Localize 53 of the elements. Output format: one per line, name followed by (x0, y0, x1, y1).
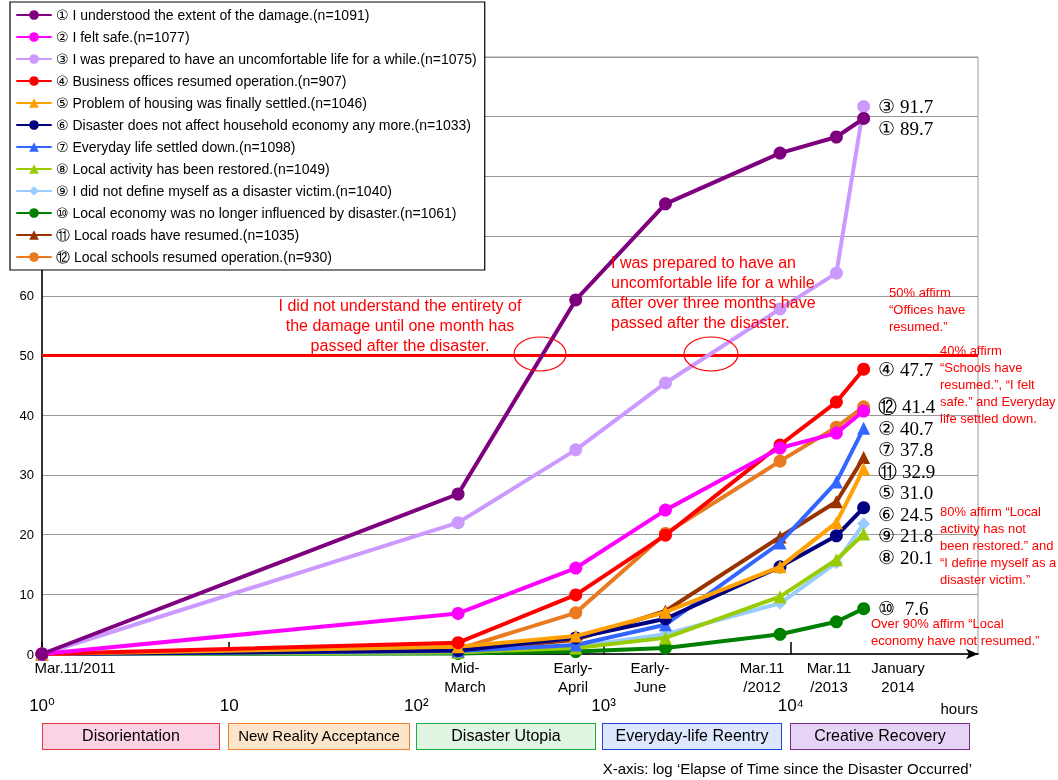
legend-label: ③ I was prepared to have an uncomfortable life for a while.(n=1075) (56, 51, 477, 67)
x-tick-label: 10 (219, 696, 239, 715)
x-tick-label: 10³ (591, 696, 617, 715)
x-tick-label: 10⁴ (777, 696, 804, 715)
annotation: I was prepared to have an uncomfortable life for a while after over three months have passed after the disaster. (611, 253, 817, 333)
annotation: I did not understand the entirety of the damage until one month has passed after the disaster. (277, 296, 523, 356)
legend-label: ② I felt safe.(n=1077) (56, 29, 190, 45)
legend-label: ⑨ I did not define myself as a disaster victim.(n=1040) (56, 183, 392, 199)
data-label: ⑨ 21.8 (878, 525, 934, 547)
legend-label: ⑧ Local activity has been restored.(n=1049) (56, 161, 330, 177)
x-axis-title: hours (940, 700, 978, 717)
text: Mar.11/2011 (34, 659, 116, 676)
y-tick-label: 30 (19, 467, 34, 483)
legend-label: ⑥ Disaster does not affect household economy any more.(n=1033) (56, 117, 472, 133)
y-tick-label: 20 (19, 527, 34, 543)
data-label: ⑪ 32.9 (878, 460, 936, 482)
data-label: ⑧ 20.1 (878, 546, 934, 568)
text: Early- June (629, 658, 671, 696)
text: January 2014 (870, 658, 926, 696)
text: New Reality Acceptance (228, 723, 410, 750)
annotation: 50% affirm “Offices have resumed.” (889, 284, 967, 335)
data-label: ⑦ 37.8 (878, 439, 934, 461)
y-tick-label: 50 (19, 348, 34, 363)
y-tick-label: 10 (19, 586, 34, 602)
legend-label: ⑪ Local roads have resumed.(n=1035) (56, 227, 300, 243)
x-tick-label: 10⁰ (29, 696, 56, 715)
text: Disorientation (42, 723, 220, 750)
text: Creative Recovery (790, 723, 970, 750)
data-label: ② 40.7 (878, 417, 934, 439)
legend-label: ⑦ Everyday life settled down.(n=1098) (56, 139, 296, 155)
x-tick-label: 10² (404, 696, 430, 715)
legend-label: ④ Business offices resumed operation.(n=907) (56, 73, 347, 89)
data-label: ⑫ 41.4 (878, 396, 936, 418)
legend-label: ⑤ Problem of housing was finally settled.(n=1046) (56, 95, 367, 111)
data-label: ⑤ 31.0 (878, 482, 934, 504)
data-label: ① 89.7 (878, 117, 934, 139)
data-label: ④ 47.7 (878, 358, 934, 380)
text: Mar.11 /2012 (738, 658, 786, 696)
text: Disaster Utopia (416, 723, 596, 750)
text: Early- April (552, 658, 594, 696)
text: Mar.11 /2013 (805, 658, 853, 696)
text: Mid- March (443, 658, 487, 696)
y-tick-label: 0 (26, 646, 34, 662)
data-label: ③ 91.7 (878, 96, 934, 118)
legend-label: ⑩ Local economy was no longer influenced by disaster.(n=1061) (56, 205, 457, 221)
legend-label: ① I understood the extent of the damage.(n=1091) (56, 7, 370, 23)
text: X-axis: log ‘Elapse of Time since the Disaster Occurred’ (601, 759, 972, 778)
text: Everyday-life Reentry (602, 723, 782, 750)
legend-label: ⑫ Local schools resumed operation.(n=930) (56, 249, 332, 265)
annotation: 80% affirm “Local activity has not been restored.” and “I define myself as a disaster victim.” (940, 503, 1058, 588)
data-label: ⑥ 24.5 (878, 503, 934, 525)
y-tick-label: 40 (19, 407, 34, 423)
y-tick-label: 60 (19, 288, 34, 304)
